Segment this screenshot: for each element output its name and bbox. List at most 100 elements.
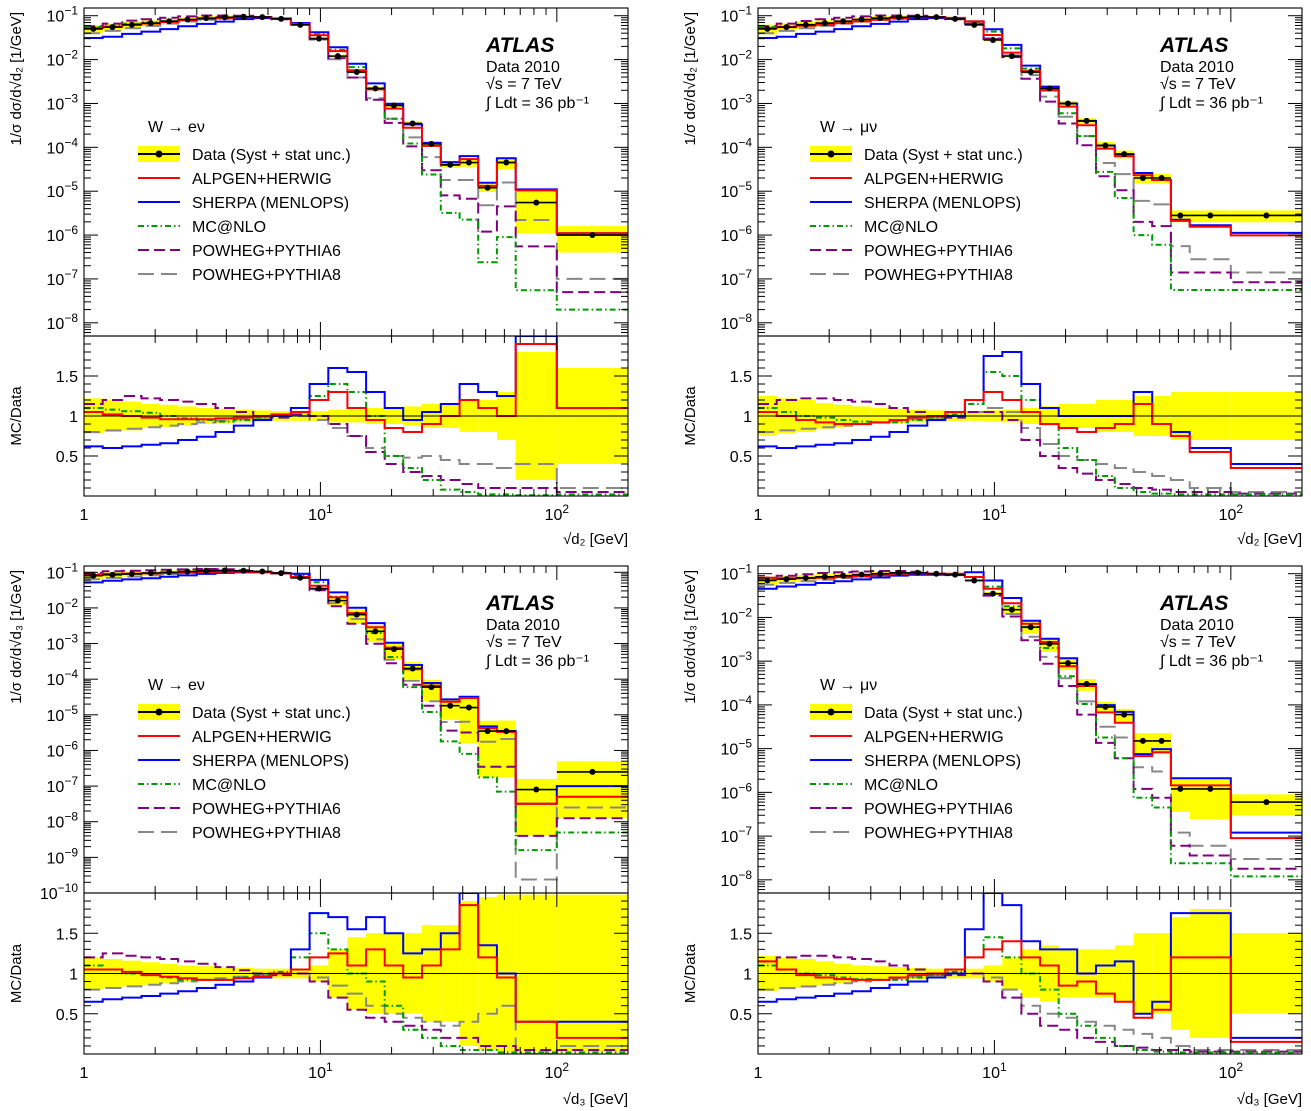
y-tick-label: 10−8 [721,868,753,890]
ratio-line-sherpa [758,893,1302,1039]
x-tick-label: 102 [1219,502,1244,524]
legend-entry-powheg6: POWHEG+PYTHIA6 [810,243,1013,260]
series-line-sherpa [84,17,628,235]
legend-entry-sherpa: SHERPA (MENLOPS) [810,753,1021,770]
ratio-y-tick-label: 0.5 [730,1007,752,1024]
legend-label: ALPGEN+HERWIG [192,171,332,188]
data-point [503,728,510,735]
data-point [1046,85,1053,92]
data-point [147,20,154,27]
x-axis-title: √d₃ [GeV] [563,1091,628,1108]
data-point [914,13,921,20]
data-point [484,184,491,191]
legend-entry-data: Data (Syst + stat unc.) [810,704,1023,722]
data-band-bin [556,226,628,253]
data-point [933,570,940,577]
x-axis-title: √d₂ [GeV] [1237,531,1302,548]
ratio-line-powheg8 [84,415,628,489]
data-point [128,570,135,577]
ratio-line-powheg6 [84,952,628,1051]
energy-label: √s = 7 TeV [1160,634,1236,651]
y-tick-label: 10−4 [47,135,79,157]
data-point [840,18,847,25]
data-band-bin [459,697,479,744]
data-point [1064,100,1071,107]
data-point [465,704,472,711]
data-point [259,14,266,21]
data-point [465,159,472,166]
data-point [989,590,996,597]
legend-entry-sherpa: SHERPA (MENLOPS) [138,753,349,770]
y-tick-label: 10−3 [47,91,79,113]
legend-label: SHERPA (MENLOPS) [864,195,1021,212]
series-line-sherpa [758,17,1302,234]
data-point [1102,703,1109,710]
data-point [315,585,322,592]
data-point [933,14,940,21]
legend-label: ALPGEN+HERWIG [192,729,332,746]
y-tick-label: 10−2 [47,596,79,618]
luminosity-label: ∫ Ldt = 36 pb⁻¹ [485,653,589,670]
legend-entry-alpgen: ALPGEN+HERWIG [810,729,1004,746]
legend-label: POWHEG+PYTHIA6 [192,801,341,818]
legend-marker [827,150,835,158]
data-point [1008,53,1015,60]
data-point [1102,142,1109,149]
x-tick-label: 102 [545,1060,570,1082]
legend-entry-powheg8: POWHEG+PYTHIA8 [810,267,1013,284]
data-point [90,572,97,579]
y-tick-label: 10−2 [721,605,753,627]
data-point [1008,606,1015,613]
y-tick-label: 10−3 [721,91,753,113]
data-point [353,69,360,76]
legend-label: ALPGEN+HERWIG [864,729,1004,746]
legend-entry-sherpa: SHERPA (MENLOPS) [810,195,1021,212]
legend-entry-mcatnlo: MC@NLO [810,777,938,794]
data-point [409,665,416,672]
data-point [503,159,510,166]
data-point [166,18,173,25]
data-point [821,573,828,580]
legend-entry-mcatnlo: MC@NLO [810,219,938,236]
x-tick-label: 1 [754,507,763,524]
y-axis-title: 1/σ dσ/d√d₂ [1/GeV] [8,12,25,145]
data-point [90,25,97,32]
legend-entry-data: Data (Syst + stat unc.) [138,704,351,722]
ratio-line-powheg8 [84,972,628,1054]
x-tick-label: 101 [982,502,1007,524]
data-point [334,597,341,604]
legend-label: Data (Syst + stat unc.) [864,705,1023,722]
legend-entry-powheg8: POWHEG+PYTHIA8 [138,825,341,842]
data-point [952,15,959,22]
data-point [372,85,379,92]
y-tick-label: 10−7 [47,774,79,796]
energy-label: √s = 7 TeV [1160,76,1236,93]
channel-label: W → eν [148,119,205,136]
y-tick-label: 10−2 [721,48,753,70]
data-point [259,568,266,575]
atlas-label: ATLAS [1159,592,1228,615]
y-tick-label: 10−6 [721,223,753,245]
ratio-line-mcatnlo [758,936,1302,1054]
series-line-sherpa [758,571,1302,834]
data-year-label: Data 2010 [1160,617,1234,634]
chart-panel-top-left: 1 101 102 10−8 10−7 10−6 10−5 10−4 10−3 10−2 10−1 0… [8,4,629,548]
legend-label: POWHEG+PYTHIA6 [864,801,1013,818]
data-point [840,572,847,579]
x-tick-label: 102 [545,502,570,524]
data-point [353,611,360,618]
chart-panel-bottom-left: 1 101 102 10−10 10−9 10−8 10−7 10−6 10−5 10−4 10−3… [8,560,629,1108]
y-tick-label: 10−4 [47,667,79,689]
legend-entry-alpgen: ALPGEN+HERWIG [810,171,1004,188]
ratio-y-tick-label: 1 [69,967,78,984]
data-point [952,571,959,578]
ratio-y-tick-label: 1.5 [730,926,752,943]
data-year-label: Data 2010 [486,59,560,76]
ratio-line-sherpa [84,336,628,449]
x-tick-label: 1 [80,1065,89,1082]
y-tick-label: 10−1 [721,4,753,26]
data-point [764,25,771,32]
x-tick-label: 102 [1219,1060,1244,1082]
series-line-alpgen [758,16,1302,237]
